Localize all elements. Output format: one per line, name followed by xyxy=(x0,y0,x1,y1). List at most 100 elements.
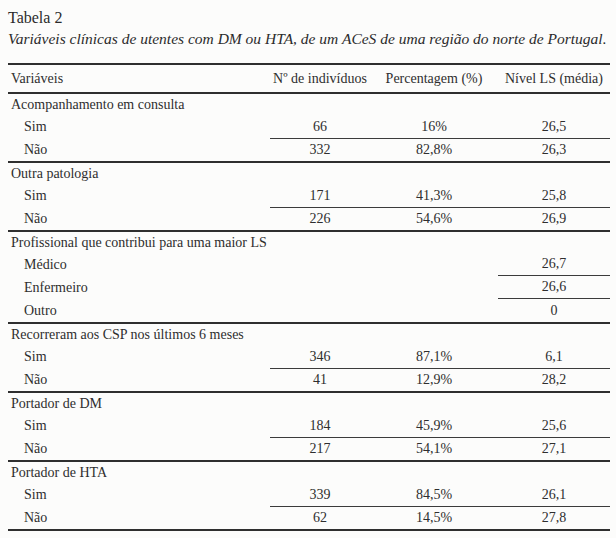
cell-ls-mean: 28,2 xyxy=(498,368,610,391)
row-label: Médico xyxy=(8,253,270,276)
row-label: Não xyxy=(8,437,270,460)
page: Tabela 2 Variáveis clínicas de utentes c… xyxy=(0,0,616,538)
row-values: 184 45,9% 25,6 xyxy=(270,414,610,438)
cell-percentage: 87,1% xyxy=(370,345,498,368)
cell-ls-mean: 6,1 xyxy=(498,345,610,368)
header-individuals: Nº de indivíduos xyxy=(270,71,370,87)
cell-ls-mean: 26,1 xyxy=(498,483,610,506)
row-label: Sim xyxy=(8,184,270,207)
cell-ls-mean: 26,5 xyxy=(498,115,610,138)
header-percentage: Percentagem (%) xyxy=(370,71,498,87)
table-caption: Tabela 2 Variáveis clínicas de utentes c… xyxy=(0,0,616,48)
cell-individuals: 339 xyxy=(270,483,370,506)
section-label: Portador de DM xyxy=(8,393,610,414)
table-row: Outro 0 xyxy=(8,299,610,322)
cell-individuals xyxy=(270,253,370,276)
row-label: Não xyxy=(8,368,270,391)
section-portador-hta: Portador de HTA Sim 339 84,5% 26,1 Não 6… xyxy=(8,462,610,531)
section-profissional: Profissional que contribui para uma maio… xyxy=(8,232,610,324)
section-label: Recorreram aos CSP nos últimos 6 meses xyxy=(8,324,610,345)
cell-ls-mean: 27,1 xyxy=(498,437,610,460)
cell-individuals xyxy=(270,299,370,322)
row-label: Sim xyxy=(8,483,270,506)
cell-ls-mean: 27,8 xyxy=(498,506,610,529)
table-row: Não 332 82,8% 26,3 xyxy=(8,138,610,161)
row-values: 26,7 xyxy=(270,253,610,276)
section-label: Outra patologia xyxy=(8,163,610,184)
cell-percentage: 14,5% xyxy=(370,506,498,529)
cell-percentage: 16% xyxy=(370,115,498,138)
cell-percentage: 54,1% xyxy=(370,437,498,460)
table-row: Não 62 14,5% 27,8 xyxy=(8,506,610,529)
row-values: 26,6 xyxy=(270,276,610,299)
row-label: Não xyxy=(8,138,270,161)
cell-individuals: 171 xyxy=(270,184,370,207)
section-label: Acompanhamento em consulta xyxy=(8,94,610,115)
row-values: 0 xyxy=(270,299,610,322)
table-row: Sim 339 84,5% 26,1 xyxy=(8,483,610,506)
row-label: Sim xyxy=(8,414,270,437)
section-label: Profissional que contribui para uma maio… xyxy=(8,232,610,253)
cell-percentage: 54,6% xyxy=(370,207,498,230)
table-row: Não 41 12,9% 28,2 xyxy=(8,368,610,391)
table-number-title: Tabela 2 xyxy=(8,8,616,27)
row-label: Outro xyxy=(8,299,270,322)
cell-individuals: 226 xyxy=(270,207,370,230)
row-values: 346 87,1% 6,1 xyxy=(270,345,610,369)
row-values: 217 54,1% 27,1 xyxy=(270,437,610,460)
cell-percentage: 12,9% xyxy=(370,368,498,391)
header-variables: Variáveis xyxy=(8,71,270,87)
row-label: Enfermeiro xyxy=(8,276,270,299)
cell-percentage: 41,3% xyxy=(370,184,498,207)
cell-individuals: 332 xyxy=(270,138,370,161)
row-values: 339 84,5% 26,1 xyxy=(270,483,610,507)
row-values: 332 82,8% 26,3 xyxy=(270,138,610,161)
cell-individuals: 346 xyxy=(270,345,370,368)
cell-individuals: 184 xyxy=(270,414,370,437)
section-label: Portador de HTA xyxy=(8,462,610,483)
cell-individuals: 66 xyxy=(270,115,370,138)
row-values: 62 14,5% 27,8 xyxy=(270,506,610,529)
cell-individuals xyxy=(270,276,370,299)
cell-individuals: 41 xyxy=(270,368,370,391)
row-label: Sim xyxy=(8,345,270,368)
cell-ls-mean: 26,7 xyxy=(498,253,610,276)
cell-percentage xyxy=(370,253,498,276)
table-row: Não 226 54,6% 26,9 xyxy=(8,207,610,230)
table-subtitle: Variáveis clínicas de utentes com DM ou … xyxy=(8,29,616,48)
cell-ls-mean: 26,6 xyxy=(498,276,610,299)
section-recorreram-csp: Recorreram aos CSP nos últimos 6 meses S… xyxy=(8,324,610,393)
cell-individuals: 217 xyxy=(270,437,370,460)
cell-ls-mean: 0 xyxy=(498,299,610,322)
cell-ls-mean: 25,8 xyxy=(498,184,610,207)
row-values: 171 41,3% 25,8 xyxy=(270,184,610,208)
cell-ls-mean: 25,6 xyxy=(498,414,610,437)
table-row: Sim 184 45,9% 25,6 xyxy=(8,414,610,437)
row-label: Não xyxy=(8,506,270,529)
row-values: 41 12,9% 28,2 xyxy=(270,368,610,391)
row-label: Não xyxy=(8,207,270,230)
row-values: 66 16% 26,5 xyxy=(270,115,610,139)
table-row: Não 217 54,1% 27,1 xyxy=(8,437,610,460)
cell-ls-mean: 26,3 xyxy=(498,138,610,161)
cell-percentage: 45,9% xyxy=(370,414,498,437)
header-ls-level: Nível LS (média) xyxy=(498,71,610,87)
table-row: Sim 346 87,1% 6,1 xyxy=(8,345,610,368)
table-row: Enfermeiro 26,6 xyxy=(8,276,610,299)
row-values: 226 54,6% 26,9 xyxy=(270,207,610,230)
cell-ls-mean: 26,9 xyxy=(498,207,610,230)
table-row: Sim 171 41,3% 25,8 xyxy=(8,184,610,207)
section-portador-dm: Portador de DM Sim 184 45,9% 25,6 Não 21… xyxy=(8,393,610,462)
table-header-row: Variáveis Nº de indivíduos Percentagem (… xyxy=(8,65,610,94)
section-acompanhamento: Acompanhamento em consulta Sim 66 16% 26… xyxy=(8,94,610,163)
row-label: Sim xyxy=(8,115,270,138)
cell-percentage: 82,8% xyxy=(370,138,498,161)
clinical-variables-table: Variáveis Nº de indivíduos Percentagem (… xyxy=(8,63,610,531)
cell-percentage: 84,5% xyxy=(370,483,498,506)
table-row: Médico 26,7 xyxy=(8,253,610,276)
section-outra-patologia: Outra patologia Sim 171 41,3% 25,8 Não 2… xyxy=(8,163,610,232)
cell-percentage xyxy=(370,299,498,322)
cell-percentage xyxy=(370,276,498,299)
table-row: Sim 66 16% 26,5 xyxy=(8,115,610,138)
cell-individuals: 62 xyxy=(270,506,370,529)
